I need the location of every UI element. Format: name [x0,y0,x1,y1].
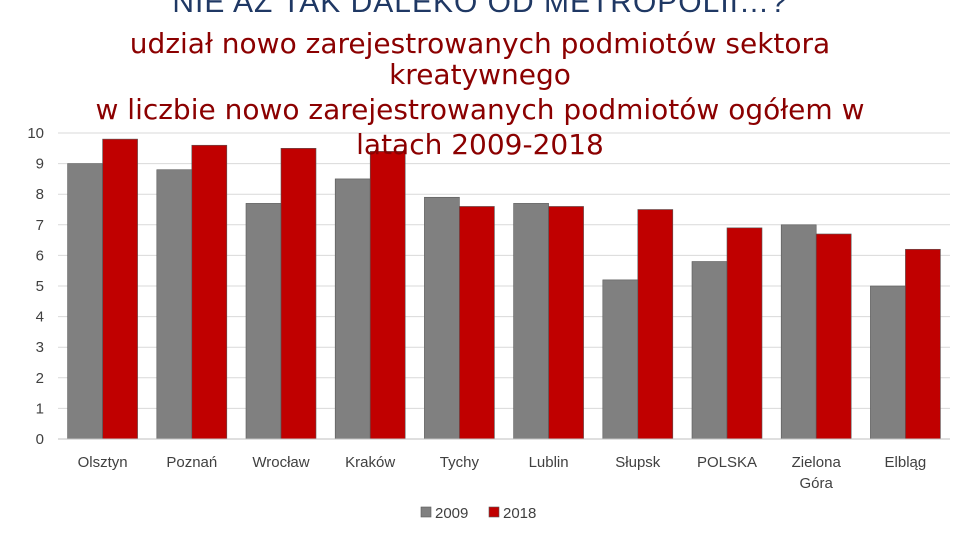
x-tick-label-line: Olsztyn [78,454,128,471]
x-axis-labels: Olsztyn Poznań Wrocław Kraków Tychy Lublin Słu… [78,454,927,492]
chart-subtitle-line-1: udział nowo zarejestrowanych podmiotów s… [129,27,831,60]
chart-subtitle-line-4: latach 2009-2018 [356,128,604,161]
x-tick-label-line: Wrocław [252,454,309,471]
bar-2009-1 [156,169,193,440]
y-tick-label: 6 [36,247,44,264]
bar-2018-3 [369,151,406,440]
x-tick-label-line: Elbląg [885,454,927,471]
x-tick-label-line: Kraków [345,454,395,471]
x-tick-label: Poznań [166,454,217,471]
y-axis-ticks: 0 1 2 3 4 5 6 7 8 9 10 [27,125,44,448]
bar-2018-2 [280,148,317,440]
x-tick-label: Olsztyn [78,454,128,471]
y-tick-label: 2 [36,370,44,387]
bar-2009-9 [870,285,906,440]
bar-2009-5 [513,203,549,440]
bar-2009-7 [691,261,728,440]
x-tick-label: Zielona Góra [792,454,842,492]
y-tick-label: 1 [36,400,44,417]
bar-2018-5 [548,206,584,440]
legend-label: 2018 [503,505,536,522]
x-tick-label-line: Słupsk [615,454,661,471]
x-tick-label-line: Tychy [440,454,480,471]
bars [67,138,941,440]
page-title: NIE AŻ TAK DALEKO OD METROPOLII…? [172,0,788,19]
y-tick-label: 9 [36,156,44,173]
x-tick-label: Tychy [440,454,480,471]
x-tick-label: Słupsk [615,454,661,471]
chart-subtitle-line-3: w liczbie nowo zarejestrowanych podmiotó… [95,93,865,126]
bar-2009-6 [602,279,639,440]
bar-2018-6 [637,209,674,440]
y-tick-label: 8 [36,186,44,203]
y-tick-label: 5 [36,278,44,295]
y-tick-label: 7 [36,217,44,234]
bar-2018-8 [815,233,852,440]
bar-2018-4 [459,206,495,440]
bar-2018-0 [102,138,138,440]
legend-label: 2009 [435,505,468,522]
bar-2009-4 [424,196,460,440]
x-tick-label: Elbląg [885,454,927,471]
bar-2018-7 [726,227,763,440]
y-tick-label: 10 [27,125,44,142]
bar-2018-9 [905,248,941,440]
chart-subtitle-line-2: kreatywnego [389,58,571,91]
x-tick-label-line: Góra [800,475,834,492]
x-tick-label-line: Lublin [529,454,569,471]
legend-swatch-2018 [488,506,500,518]
legend-swatch-2009 [420,506,432,518]
bar-2009-2 [245,203,282,440]
bar-2009-0 [67,163,103,440]
x-tick-label: Wrocław [252,454,309,471]
bar-2009-8 [780,224,817,440]
x-tick-label-line: Zielona [792,454,842,471]
y-tick-label: 4 [36,309,44,326]
y-tick-label: 0 [36,431,44,448]
x-tick-label: Lublin [529,454,569,471]
x-tick-label-line: POLSKA [697,454,757,471]
x-tick-label: POLSKA [697,454,757,471]
bar-2009-3 [334,178,371,440]
x-tick-label: Kraków [345,454,395,471]
y-tick-label: 3 [36,339,44,356]
legend: 2009 2018 [420,505,536,522]
x-tick-label-line: Poznań [166,454,217,471]
bar-2018-1 [191,144,228,440]
